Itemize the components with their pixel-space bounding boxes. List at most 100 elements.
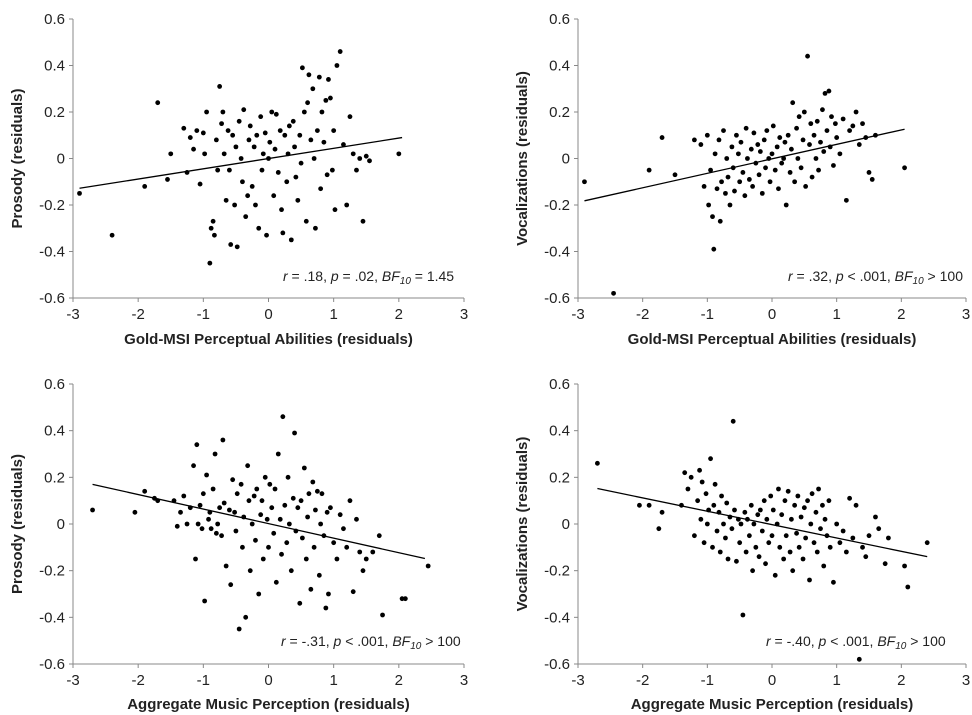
data-point (763, 165, 768, 171)
y-tick-label: -0.2 (544, 197, 570, 214)
data-point (714, 528, 720, 534)
data-point (789, 516, 794, 522)
data-point (376, 533, 382, 539)
data-point (260, 151, 266, 157)
data-point (732, 188, 737, 194)
x-tick-label: -2 (131, 672, 144, 689)
data-point (850, 535, 856, 541)
data-point (219, 533, 224, 539)
data-point (217, 505, 223, 511)
data-point (243, 614, 249, 620)
data-point (132, 509, 138, 515)
data-point (298, 160, 304, 166)
data-point (298, 498, 304, 504)
stat-bf-value: > 100 (421, 633, 461, 649)
data-point (213, 137, 219, 143)
data-point (699, 479, 705, 485)
data-point (293, 174, 299, 180)
data-point (279, 207, 284, 213)
data-point (245, 463, 251, 469)
data-point (717, 549, 723, 555)
data-point (232, 509, 238, 515)
data-point (763, 561, 768, 567)
data-point (734, 558, 739, 564)
data-point (271, 193, 277, 199)
data-point (701, 540, 707, 546)
data-point (316, 572, 322, 578)
x-tick-label: 2 (395, 306, 403, 323)
data-point (245, 193, 251, 199)
data-point (710, 544, 715, 550)
data-point (847, 495, 852, 501)
data-point (822, 516, 828, 522)
data-point (750, 184, 755, 189)
data-point (856, 656, 862, 662)
stat-symbol: p (835, 268, 844, 284)
data-point (860, 121, 865, 127)
data-point (902, 563, 907, 569)
x-axis-title: Gold-MSI Perceptual Abilities (residuals… (124, 331, 413, 348)
data-point (717, 218, 723, 224)
data-point (350, 151, 356, 157)
chart-panel-4: -0.6 -0.4 -0.2 0 0.2 0.4 0.6 -3 -2 -1 0 1 2 3 Aggregat… (514, 376, 970, 713)
data-point (221, 500, 227, 506)
stat-r: r = -.40, (766, 633, 819, 649)
stats-annotation: r = .18, p = .02, BF10 = 1.45 (283, 268, 454, 287)
data-point (249, 521, 255, 527)
data-point (813, 509, 819, 515)
data-point (321, 139, 327, 145)
data-point (742, 509, 748, 515)
data-point (853, 109, 859, 115)
data-point (223, 563, 229, 569)
x-tick-label: -3 (66, 672, 79, 689)
data-point (238, 481, 244, 487)
data-point (310, 479, 316, 485)
data-point (258, 114, 264, 120)
data-point (847, 128, 852, 134)
data-point (781, 556, 787, 562)
stat-symbol: r (766, 633, 772, 649)
data-point (769, 151, 775, 157)
y-tick-label: 0.6 (44, 376, 65, 393)
x-tick-label: -3 (66, 306, 79, 323)
y-tick-label: 0 (562, 151, 570, 168)
data-point (746, 177, 752, 182)
data-point (273, 111, 279, 117)
data-point (303, 218, 309, 224)
data-point (344, 202, 350, 208)
data-point (202, 598, 208, 604)
x-tick-label: 1 (329, 306, 337, 323)
data-point (798, 165, 804, 171)
data-point (772, 167, 778, 173)
y-axis-title: Prosody (residuals) (9, 88, 26, 228)
data-point (831, 579, 836, 585)
data-point (204, 472, 209, 478)
stat-bf-sub: 10 (913, 276, 925, 287)
data-point (582, 179, 587, 185)
data-point (751, 130, 757, 136)
data-point (256, 225, 262, 231)
data-point (740, 612, 746, 618)
data-point (814, 549, 820, 555)
data-point (757, 149, 763, 154)
data-point (264, 232, 269, 238)
data-point (181, 493, 187, 499)
data-point (168, 151, 174, 157)
data-point (711, 246, 717, 252)
y-tick-label: -0.6 (544, 290, 570, 307)
x-axis-title: Gold-MSI Perceptual Abilities (residuals… (628, 331, 917, 348)
data-point (801, 505, 807, 511)
data-point (197, 181, 203, 187)
data-point (719, 493, 724, 499)
stat-symbol: r (283, 268, 289, 284)
data-point (227, 167, 232, 173)
data-point (319, 109, 325, 115)
y-tick-label: 0 (57, 516, 65, 533)
stat-value: = .32, (793, 268, 836, 284)
data-point (809, 491, 815, 497)
data-point (730, 418, 736, 424)
data-point (818, 526, 823, 532)
data-point (656, 526, 662, 532)
data-point (800, 137, 806, 143)
